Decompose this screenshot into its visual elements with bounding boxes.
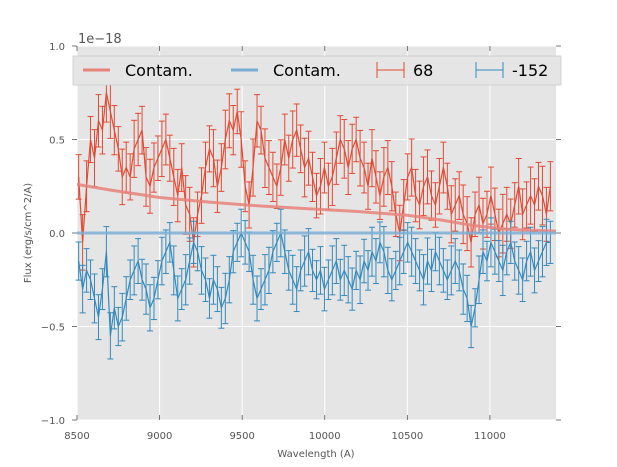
series-minus-152	[75, 208, 554, 360]
x-tick-label: 9500	[229, 431, 254, 442]
x-axis-label: Wavelength (A)	[277, 449, 354, 460]
x-tick-label: 11000	[474, 431, 506, 442]
x-tick-label: 9000	[147, 431, 172, 442]
y-tick-label: −0.5	[41, 323, 65, 334]
legend: Contam. Contam. 68 -152	[72, 55, 562, 86]
x-tick-label: 10000	[309, 431, 341, 442]
y-axis-label: Flux (erg/s/cm^2/A)	[23, 183, 34, 283]
x-tick-label: 8500	[64, 431, 89, 442]
y-offset-label: 1e−18	[78, 32, 122, 47]
contam-line-1	[76, 182, 557, 233]
y-tick-label: 0.0	[49, 229, 65, 240]
data-line	[78, 92, 551, 243]
legend-label: -152	[512, 61, 548, 80]
data-line	[78, 231, 551, 336]
y-tick-label: 1.0	[49, 42, 65, 53]
legend-label: 68	[413, 61, 433, 80]
x-tick-label: 10500	[391, 431, 423, 442]
legend-label: Contam.	[125, 61, 193, 80]
y-tick-label: −1.0	[41, 416, 65, 427]
legend-label: Contam.	[273, 61, 341, 80]
series-layer	[75, 62, 557, 360]
y-tick-label: 0.5	[49, 136, 65, 147]
y-axis-ticks: −1.0 −0.5 0.0 0.5 1.0	[41, 42, 561, 427]
x-axis-ticks: 8500 9000 9500 10000 10500 11000	[64, 46, 506, 442]
